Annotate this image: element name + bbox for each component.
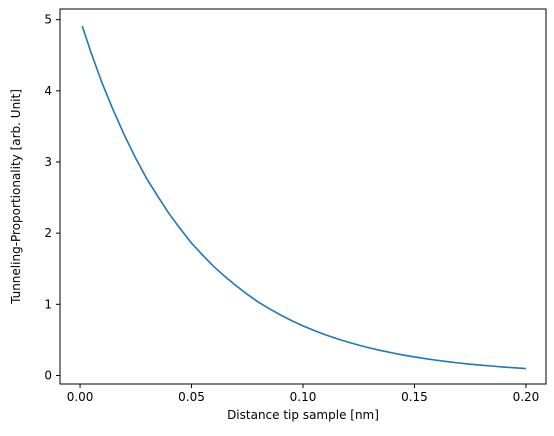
series-line (81, 25, 526, 370)
y-tick: 1 (44, 297, 60, 311)
x-tick: 0.10 (290, 384, 317, 404)
x-tick: 0.05 (178, 384, 205, 404)
y-axis-ticks: 0 1 2 3 4 5 (44, 13, 60, 382)
y-tick-label: 2 (44, 226, 52, 240)
y-tick: 5 (44, 13, 60, 27)
x-tick: 0.15 (401, 384, 428, 404)
x-tick: 0.00 (67, 384, 94, 404)
y-tick-label: 0 (44, 368, 52, 382)
x-tick-label: 0.00 (67, 390, 94, 404)
y-tick-label: 5 (44, 13, 52, 27)
x-axis-ticks: 0.00 0.05 0.10 0.15 0.20 (67, 384, 540, 404)
x-tick: 0.20 (513, 384, 540, 404)
y-tick-label: 4 (44, 84, 52, 98)
x-tick-label: 0.05 (178, 390, 205, 404)
y-axis-label: Tunneling-Proportionality [arb. Unit] (9, 89, 23, 305)
y-tick: 2 (44, 226, 60, 240)
x-axis-label: Distance tip sample [nm] (227, 408, 379, 422)
x-tick-label: 0.10 (290, 390, 317, 404)
plot-frame (59, 8, 547, 385)
y-tick-label: 1 (44, 297, 52, 311)
y-tick: 0 (44, 368, 60, 382)
y-tick-label: 3 (44, 155, 52, 169)
x-tick-label: 0.20 (513, 390, 540, 404)
plot-area-background (60, 9, 546, 384)
y-tick: 3 (44, 155, 60, 169)
x-tick-label: 0.15 (401, 390, 428, 404)
y-tick: 4 (44, 84, 60, 98)
series-layer (81, 25, 526, 370)
